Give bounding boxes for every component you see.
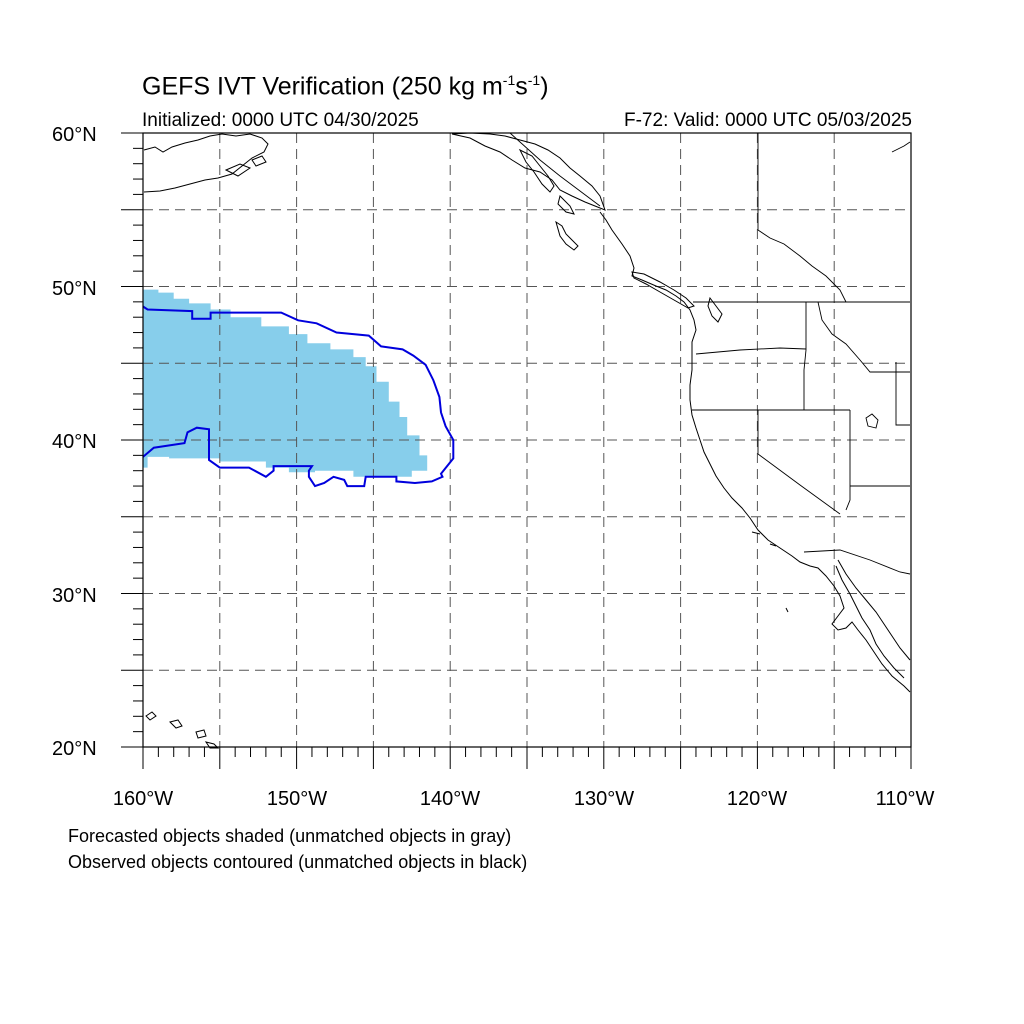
title-main: GEFS IVT Verification (250 kg m: [142, 72, 503, 101]
observed-legend-note: Observed objects contoured (unmatched ob…: [68, 852, 528, 872]
title-mid: s: [515, 72, 528, 101]
forecast-object-layer: [143, 289, 428, 477]
alaska-canada-border: [509, 132, 601, 207]
valid-time-label: F-72: Valid: 0000 UTC 05/03/2025: [624, 110, 912, 131]
haida-gwaii: [555, 220, 579, 251]
lon-label-110w: 110°W: [876, 788, 935, 810]
alaska-panhandle-coastline: [451, 132, 606, 211]
puget-sound: [707, 296, 723, 323]
observed-object-layer: [142, 305, 455, 488]
gulf-of-california: [837, 559, 911, 661]
observed-object-contour: [142, 305, 455, 488]
west-coast-coastline: [599, 211, 911, 693]
title-end: ): [540, 72, 549, 101]
channel-islands: [751, 531, 789, 613]
border-layer: [509, 132, 911, 575]
idaho-boundary: [803, 301, 910, 410]
hawaii-islands: [145, 711, 220, 749]
alaska-islands: [224, 155, 267, 177]
hudson-coast-fragment: [891, 141, 911, 153]
graticule-layer: [143, 133, 911, 747]
baja-inner-coast: [835, 565, 905, 679]
panhandle-islands: [518, 148, 575, 215]
lon-label-150w: 150°W: [267, 788, 327, 810]
washington-oregon-border: [695, 347, 807, 355]
forecast-object-shading: [143, 289, 428, 477]
lat-label-20: 20°N: [52, 738, 97, 760]
vancouver-island: [631, 271, 695, 309]
lat-label-40: 40°N: [52, 431, 97, 453]
coastline-layer: [143, 132, 911, 749]
lat-label-30: 30°N: [52, 585, 97, 607]
montana-wyoming: [895, 362, 910, 426]
nevada-boundary: [757, 410, 851, 515]
lat-label-50: 50°N: [52, 278, 97, 300]
us-mexico-border: [803, 549, 911, 575]
tick-marks: [121, 132, 912, 769]
init-time-label: Initialized: 0000 UTC 04/30/2025: [142, 110, 419, 131]
lon-label-140w: 140°W: [420, 788, 480, 810]
lon-label-130w: 130°W: [574, 788, 634, 810]
title-exponent-1: -1: [502, 72, 516, 88]
forecast-legend-note: Forecasted objects shaded (unmatched obj…: [68, 826, 512, 846]
canada-interior-lines: [757, 133, 847, 303]
lon-label-160w: 160°W: [113, 788, 173, 810]
lon-label-120w: 120°W: [727, 788, 787, 810]
great-salt-lake: [865, 413, 879, 429]
lat-label-60: 60°N: [52, 124, 97, 146]
title-exponent-2: -1: [527, 72, 541, 88]
map-title: GEFS IVT Verification (250 kg m-1s-1): [142, 72, 549, 101]
alaska-coastline: [143, 133, 269, 193]
